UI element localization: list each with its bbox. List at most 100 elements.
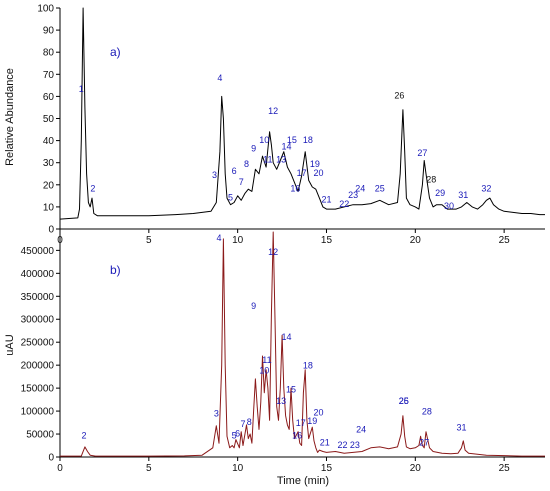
panel-b-peak-label: 10 bbox=[259, 365, 269, 375]
panel-b-y-tick-label: 250000 bbox=[21, 338, 55, 349]
panel-b-x-tick-label: 10 bbox=[232, 463, 244, 474]
panel-b-peak-label: 24 bbox=[356, 425, 366, 435]
panel-b-peak-label: 6 bbox=[235, 428, 240, 438]
panel-b-y-tick-label: 0 bbox=[48, 453, 54, 464]
panel-b-peak-label: 13 bbox=[276, 396, 286, 406]
panel-a-peak-label: 24 bbox=[355, 183, 365, 193]
panel-b-y-tick-label: 50000 bbox=[26, 430, 54, 441]
panel-b-peak-label: 2 bbox=[81, 431, 86, 441]
panel-a-peak-label: 6 bbox=[232, 166, 237, 176]
panel-a-trace-line bbox=[59, 7, 545, 220]
panel-a-peak-label: 28 bbox=[426, 175, 436, 185]
panel-b-peak-label: 9 bbox=[251, 301, 256, 311]
panel-b-peak-label: 16 bbox=[292, 431, 302, 441]
panel-b-peak-label: 27 bbox=[419, 438, 429, 448]
panel-a-peak-label: 20 bbox=[313, 168, 323, 178]
panel-b-x-tick-label: 25 bbox=[499, 463, 511, 474]
panel-b-x-tick-label: 20 bbox=[410, 463, 422, 474]
panel-a-y-tick-label: 0 bbox=[48, 225, 54, 236]
panel-a-y-tick-label: 90 bbox=[43, 26, 55, 37]
panel-a-y-tick-label: 60 bbox=[43, 92, 55, 103]
panel-a-peak-label: 17 bbox=[297, 168, 307, 178]
panel-b-peak-label: 5 bbox=[232, 431, 237, 441]
panel-b-y-tick-label: 100000 bbox=[21, 407, 55, 418]
panel-b-uv-chromatogram: b) uAU Time (min) 0 50000 100000 150000 2000… bbox=[4, 231, 545, 487]
panel-a-peak-label: 11 bbox=[263, 155, 272, 165]
panel-a-peak-label: 18 bbox=[303, 135, 313, 145]
panel-a-peak-label: 21 bbox=[321, 194, 331, 204]
panel-a-peak-label: 2 bbox=[90, 183, 95, 193]
panel-a-x-tick-label: 20 bbox=[410, 235, 422, 246]
panel-b-x-tick-label: 15 bbox=[321, 463, 333, 474]
panel-b-peak-label: 31 bbox=[456, 422, 466, 432]
panel-b-peak-label: 3 bbox=[214, 409, 219, 419]
panel-b-y-tick-label: 150000 bbox=[21, 384, 55, 395]
panel-a-label: a) bbox=[110, 45, 121, 59]
panel-a-x-tick-label: 25 bbox=[499, 235, 511, 246]
panel-a-peak-label: 19 bbox=[310, 159, 320, 169]
panel-b-xlabel: Time (min) bbox=[277, 475, 329, 487]
panel-b-peak-label: 7 bbox=[240, 419, 245, 429]
panel-b-x-tick-label: 0 bbox=[57, 463, 63, 474]
panel-a-peak-label: 13 bbox=[276, 155, 286, 165]
panel-a-peak-label: 7 bbox=[239, 177, 244, 187]
panel-a-peak-label: 32 bbox=[481, 183, 491, 193]
panel-b-peak-label: 22 bbox=[337, 440, 347, 450]
panel-b-peak-label: 28 bbox=[422, 406, 432, 416]
panel-b-y-tick-label: 350000 bbox=[21, 292, 55, 303]
panel-a-y-tick-label: 100 bbox=[37, 4, 54, 15]
panel-b-peak-label: 20 bbox=[313, 408, 323, 418]
panel-a-peak-label: 23 bbox=[348, 190, 358, 200]
panel-b-peak-label: 25 bbox=[399, 396, 409, 406]
panel-a-y-tick-label: 20 bbox=[43, 180, 55, 191]
panel-b-y-tick-label: 200000 bbox=[21, 361, 55, 372]
panel-a-peak-label: 27 bbox=[417, 148, 427, 158]
panel-b-peak-label: 11 bbox=[262, 355, 271, 365]
panel-a-peak-label: 30 bbox=[444, 201, 454, 211]
panel-a-peak-label: 22 bbox=[339, 199, 349, 209]
panel-b-peak-label: 23 bbox=[350, 440, 360, 450]
panel-a-peak-label: 25 bbox=[375, 183, 385, 193]
panel-b-peak-label: 26 bbox=[399, 396, 409, 406]
panel-a-peak-label: 16 bbox=[290, 183, 300, 193]
panel-a-peak-label: 4 bbox=[217, 73, 222, 83]
panel-b-y-tick-label: 400000 bbox=[21, 269, 55, 280]
panel-a-peak-label: 10 bbox=[259, 135, 269, 145]
panel-b-peak-label: 14 bbox=[282, 332, 292, 342]
panel-a-x-tick-label: 15 bbox=[321, 235, 333, 246]
panel-a-y-tick-label: 10 bbox=[43, 202, 55, 213]
panel-b-peak-label: 17 bbox=[296, 418, 306, 428]
panel-a-peak-label: 12 bbox=[268, 106, 278, 116]
panel-a-peak-label: 1 bbox=[79, 84, 84, 94]
panel-b-label: b) bbox=[110, 263, 121, 277]
panel-b-peak-label: 21 bbox=[320, 438, 330, 448]
panel-a-peak-label: 8 bbox=[244, 159, 249, 169]
panel-b-peak-label: 4 bbox=[216, 233, 221, 243]
panel-a-ylabel: Relative Abundance bbox=[4, 68, 16, 166]
panel-a-peak-label: 5 bbox=[228, 192, 233, 202]
panel-b-y-tick-label: 450000 bbox=[21, 246, 55, 257]
panel-b-peak-label: 15 bbox=[286, 385, 296, 395]
panel-b-peak-label: 12 bbox=[268, 247, 278, 257]
panel-b-peak-label: 19 bbox=[307, 416, 317, 426]
panel-b-trace-line bbox=[60, 231, 545, 457]
panel-a-peak-label: 26 bbox=[394, 91, 404, 101]
panel-a-y-tick-label: 80 bbox=[43, 48, 55, 59]
panel-a-peak-label: 29 bbox=[435, 188, 445, 198]
panel-b-peak-label: 8 bbox=[247, 417, 252, 427]
panel-a-peak-label: 31 bbox=[458, 190, 468, 200]
panel-a-ms-chromatogram: a) Relative Abundance 0 10 20 30 40 50 60 70 80 9… bbox=[4, 4, 545, 246]
panel-b-ylabel: uAU bbox=[4, 334, 16, 355]
panel-a-x-tick-label: 10 bbox=[232, 235, 244, 246]
panel-a-y-tick-label: 70 bbox=[43, 70, 55, 81]
panel-b-x-tick-label: 5 bbox=[146, 463, 152, 474]
panel-a-x-tick-label: 5 bbox=[146, 235, 152, 246]
panel-a-peak-label: 14 bbox=[282, 141, 292, 151]
panel-b-y-tick-label: 300000 bbox=[21, 315, 55, 326]
panel-a-peak-label: 15 bbox=[287, 135, 297, 145]
panel-a-y-tick-label: 40 bbox=[43, 136, 55, 147]
panel-b-peak-label: 18 bbox=[303, 360, 313, 370]
panel-a-peak-label: 9 bbox=[251, 144, 256, 154]
panel-a-y-tick-label: 50 bbox=[43, 114, 55, 125]
